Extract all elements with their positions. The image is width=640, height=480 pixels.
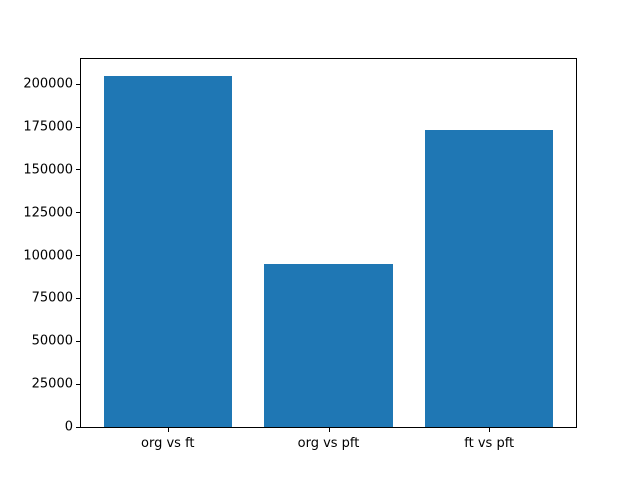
- bar-org-vs-ft: [103, 76, 233, 427]
- x-tick-label: org vs ft: [141, 436, 195, 451]
- y-tick-mark: [76, 426, 80, 428]
- y-tick-label: 150000: [23, 162, 73, 178]
- y-tick-label: 200000: [23, 76, 73, 92]
- x-tick-mark: [167, 428, 169, 432]
- y-tick-label: 100000: [23, 248, 73, 264]
- x-tick-label: org vs pft: [297, 436, 360, 451]
- y-tick-mark: [76, 169, 80, 171]
- y-tick-label: 175000: [23, 119, 73, 135]
- y-tick-label: 50000: [31, 333, 73, 349]
- y-tick-label: 125000: [23, 205, 73, 221]
- y-tick-mark: [76, 126, 80, 128]
- y-tick-label: 25000: [31, 376, 73, 392]
- y-tick-mark: [76, 83, 80, 85]
- bar-ft-vs-pft: [424, 129, 554, 427]
- y-tick-mark: [76, 297, 80, 299]
- axes: org vs ft org vs pft ft vs pft 0 25000 50000 7…: [23, 58, 577, 451]
- y-tick-label: 75000: [31, 290, 73, 306]
- y-tick-mark: [76, 340, 80, 342]
- x-tick-mark: [489, 428, 491, 432]
- y-tick-mark: [76, 255, 80, 257]
- plot-area: org vs ft org vs pft ft vs pft 0 25000 50000 7…: [23, 59, 576, 451]
- y-tick-mark: [76, 383, 80, 385]
- x-tick-label: ft vs pft: [464, 436, 515, 451]
- y-tick-label: 0: [64, 419, 73, 435]
- x-tick-mark: [328, 428, 330, 432]
- y-tick-mark: [76, 212, 80, 214]
- bar-org-vs-pft: [264, 263, 393, 427]
